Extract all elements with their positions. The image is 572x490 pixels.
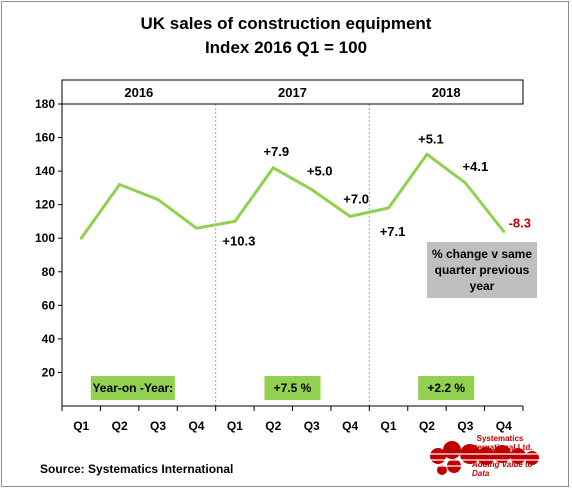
- year-label-2016: 2016: [124, 85, 153, 100]
- yoy-box-1: [90, 376, 175, 400]
- logo-globe-icon: [424, 441, 544, 475]
- data-point-10: [425, 152, 429, 156]
- point-label-6: +7.9: [263, 144, 289, 159]
- logo-name: Systematics International Ltd.: [460, 434, 540, 452]
- y-tick-label-100: 100: [35, 231, 55, 245]
- yoy-box-3: [418, 376, 475, 400]
- note-box-line-3: year: [470, 279, 495, 293]
- y-tick-label-40: 40: [42, 332, 56, 346]
- y-tick-label-80: 80: [42, 265, 56, 279]
- x-tick-label-3: Q3: [150, 419, 166, 433]
- annotation-boxes: Year-on -Year: +7.5 % +2.2 % % change v sam…: [90, 242, 537, 400]
- logo-name-line1: Systematics: [476, 434, 524, 443]
- x-tick-label-11: Q3: [457, 419, 473, 433]
- x-tick-label-6: Q2: [265, 419, 281, 433]
- data-point-3: [156, 198, 160, 202]
- x-tick-label-8: Q4: [342, 419, 358, 433]
- point-label-11: +4.1: [463, 159, 489, 174]
- x-tick-label-4: Q4: [188, 419, 204, 433]
- series-line: [79, 152, 505, 240]
- chart-subtitle: Index 2016 Q1 = 100: [204, 38, 368, 57]
- point-label-8: +7.0: [343, 191, 369, 206]
- data-point-2: [118, 183, 122, 187]
- x-tick-label-9: Q1: [381, 419, 397, 433]
- data-point-12: [502, 230, 506, 234]
- year-band: 2016 2017 2018: [61, 79, 524, 105]
- data-point-7: [310, 188, 314, 192]
- x-tick-labels: Q1 Q2 Q3 Q4 Q1 Q2 Q3 Q4 Q1 Q2 Q3 Q4: [73, 419, 512, 433]
- axes: [58, 80, 524, 411]
- point-label-9: +7.1: [380, 224, 406, 239]
- point-label-12: -8.3: [509, 216, 531, 231]
- point-label-10: +5.1: [418, 131, 444, 146]
- point-label-5: +10.3: [222, 233, 255, 248]
- x-tick-label-10: Q2: [419, 419, 435, 433]
- yoy-box-label-3: +2.2 %: [427, 381, 465, 395]
- systematics-logo: Systematics International Ltd. Adding Va…: [424, 430, 544, 478]
- point-labels: +10.3 +7.9 +5.0 +7.0 +7.1 +5.1 +4.1 -8.3: [222, 131, 531, 248]
- note-box-line-2: quarter previous: [435, 263, 530, 277]
- data-point-11: [463, 181, 467, 185]
- note-box-line-1: % change v same: [432, 247, 532, 261]
- y-tick-labels: 20 40 60 80 100 120 140 160 180: [35, 97, 55, 379]
- data-point-5: [233, 219, 237, 223]
- logo-name-line2: International Ltd.: [467, 443, 533, 452]
- series-line-layer: [79, 152, 506, 240]
- y-tick-label-60: 60: [42, 298, 56, 312]
- y-tick-label-160: 160: [35, 131, 55, 145]
- point-label-7: +5.0: [307, 164, 333, 179]
- y-tick-label-120: 120: [35, 198, 55, 212]
- y-tick-label-20: 20: [42, 365, 56, 379]
- y-tick-label-180: 180: [35, 97, 55, 111]
- source-note: Source: Systematics International: [40, 462, 234, 476]
- x-tick-label-12: Q4: [496, 419, 512, 433]
- year-label-2018: 2018: [432, 85, 461, 100]
- data-point-1: [79, 236, 83, 240]
- y-tick-label-140: 140: [35, 164, 55, 178]
- data-point-9: [387, 206, 391, 210]
- data-point-8: [348, 214, 352, 218]
- x-tick-label-2: Q2: [112, 419, 128, 433]
- note-box: [427, 242, 537, 298]
- year-band-box: [61, 79, 524, 105]
- x-tick-label-5: Q1: [227, 419, 243, 433]
- yoy-box-2: [264, 376, 321, 400]
- logo-tagline: Adding Value to Data: [472, 460, 533, 478]
- data-point-6: [271, 166, 275, 170]
- x-tick-label-1: Q1: [73, 419, 89, 433]
- yoy-box-label-1: Year-on -Year:: [92, 381, 173, 395]
- data-point-4: [194, 226, 198, 230]
- yoy-box-label-2: +7.5 %: [274, 381, 312, 395]
- chart-title: UK sales of construction equipment: [140, 14, 432, 33]
- year-label-2017: 2017: [278, 85, 307, 100]
- x-tick-label-7: Q3: [304, 419, 320, 433]
